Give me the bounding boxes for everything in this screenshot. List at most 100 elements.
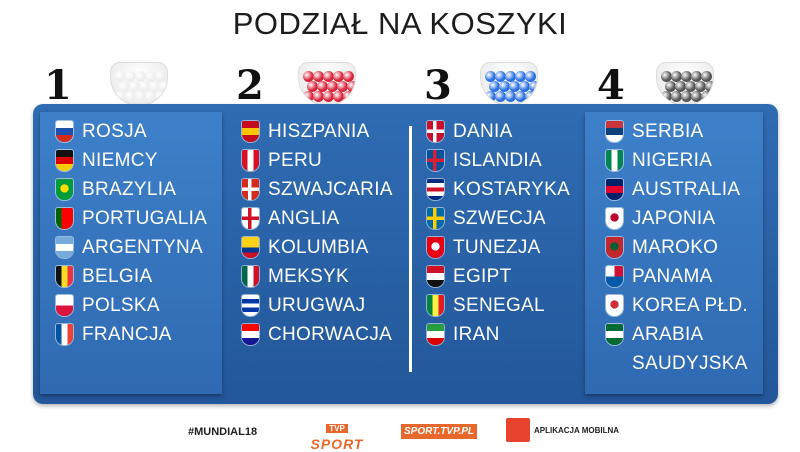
pot-bowl-icon-3 <box>480 62 538 106</box>
country-row: CHORWACJA <box>242 320 393 349</box>
ball <box>701 71 712 82</box>
pot-bowl-icon-1 <box>110 62 168 106</box>
flag-icon <box>606 266 623 287</box>
flag-icon <box>242 295 259 316</box>
country-name: JAPONIA <box>632 207 716 229</box>
country-name: PERU <box>268 149 322 171</box>
app-icon <box>506 418 530 442</box>
country-row: AUSTRALIA <box>606 175 748 204</box>
country-row: PANAMA <box>606 262 748 291</box>
country-row: BELGIA <box>56 262 207 291</box>
country-name: EGIPT <box>453 265 512 287</box>
flag-icon <box>427 150 444 171</box>
flag-icon <box>427 324 444 345</box>
flag-icon <box>56 150 73 171</box>
country-name: MEKSYK <box>268 265 349 287</box>
ball <box>115 91 126 102</box>
ball <box>149 81 160 92</box>
country-name: KOLUMBIA <box>268 236 369 258</box>
ball <box>347 81 355 92</box>
ball <box>485 71 496 82</box>
flag-icon <box>606 237 623 258</box>
flag-icon <box>56 237 73 258</box>
country-row: KOSTARYKA <box>427 175 570 204</box>
country-name: SZWAJCARIA <box>268 178 393 200</box>
ball <box>661 71 672 82</box>
flag-icon <box>242 208 259 229</box>
flag-icon <box>242 179 259 200</box>
ball <box>691 91 702 102</box>
pot-2-list: HISZPANIA PERU SZWAJCARIA ANGLIA KOLUMBIA MEK… <box>242 117 393 349</box>
ball <box>303 71 314 82</box>
country-name: IRAN <box>453 323 500 345</box>
ball <box>135 91 146 102</box>
ball <box>489 81 500 92</box>
flag-icon <box>427 121 444 142</box>
site-link[interactable]: SPORT.TVP.PL <box>401 424 478 439</box>
country-row: KOLUMBIA <box>242 233 393 262</box>
country-row: DANIA <box>427 117 570 146</box>
pot-bowl-icon-4 <box>656 62 714 106</box>
country-name: POLSKA <box>82 294 160 316</box>
ball <box>303 91 314 102</box>
country-name: SENEGAL <box>453 294 545 316</box>
ball <box>685 81 696 92</box>
ball <box>313 71 324 82</box>
country-name: ARABIA <box>632 323 704 345</box>
country-name: ARGENTYNA <box>82 236 203 258</box>
country-row: URUGWAJ <box>242 291 393 320</box>
ball <box>317 81 328 92</box>
country-name: HISZPANIA <box>268 120 370 142</box>
ball <box>515 91 526 102</box>
flag-icon <box>427 179 444 200</box>
country-name: NIEMCY <box>82 149 158 171</box>
country-row: ARABIA <box>606 320 748 349</box>
app-label: APLIKACJA MOBILNA <box>534 426 620 435</box>
country-row: BRAZYLIA <box>56 175 207 204</box>
country-name: FRANCJA <box>82 323 172 345</box>
country-name: BELGIA <box>82 265 153 287</box>
country-row: ISLANDIA <box>427 146 570 175</box>
ball <box>313 91 324 102</box>
country-name: ISLANDIA <box>453 149 542 171</box>
ball <box>327 81 338 92</box>
ball <box>337 81 348 92</box>
country-name: BRAZYLIA <box>82 178 177 200</box>
flag-icon <box>56 121 73 142</box>
flag-icon <box>606 121 623 142</box>
pot-3-list: DANIA ISLANDIA KOSTARYKA SZWECJA TUNEZJA EGIP… <box>427 117 570 349</box>
country-row: PORTUGALIA <box>56 204 207 233</box>
flag-icon <box>242 266 259 287</box>
country-name: URUGWAJ <box>268 294 366 316</box>
ball <box>145 71 156 82</box>
ball <box>695 81 706 92</box>
ball <box>525 91 536 102</box>
ball <box>519 81 530 92</box>
flag-icon <box>242 324 259 345</box>
country-row: TUNEZJA <box>427 233 570 262</box>
flag-icon <box>606 324 623 345</box>
ball <box>343 91 354 102</box>
ball <box>495 71 506 82</box>
pot-bowl-icon-2 <box>298 62 356 106</box>
flag-icon <box>427 208 444 229</box>
flag-icon <box>427 266 444 287</box>
ball <box>145 91 156 102</box>
country-name: ANGLIA <box>268 207 340 229</box>
ball <box>665 81 676 92</box>
ball <box>705 81 713 92</box>
ball <box>505 71 516 82</box>
country-name: AUSTRALIA <box>632 178 741 200</box>
ball <box>675 81 686 92</box>
ball <box>681 71 692 82</box>
flag-icon <box>242 121 259 142</box>
divider <box>409 126 412 372</box>
country-row: IRAN <box>427 320 570 349</box>
pot-number-1: 1 <box>44 62 72 109</box>
country-row: HISZPANIA <box>242 117 393 146</box>
ball <box>343 71 354 82</box>
tvp-sport-logo: TVP SPORT <box>303 418 371 452</box>
country-name: SERBIA <box>632 120 704 142</box>
ball <box>125 91 136 102</box>
ball <box>333 71 344 82</box>
